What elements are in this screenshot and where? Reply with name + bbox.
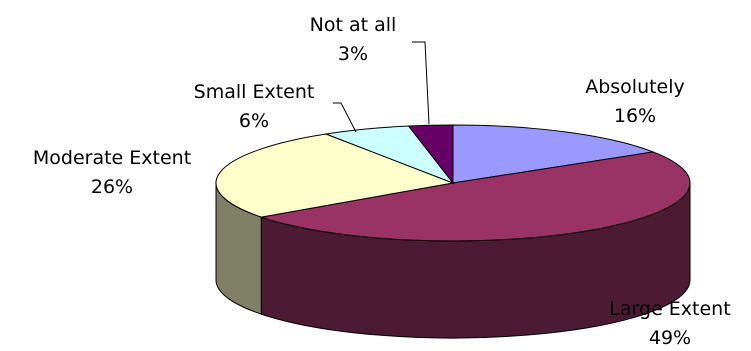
label-small-extent-value: 6%	[239, 110, 269, 132]
label-large-extent-name: Large Extent	[609, 298, 730, 320]
leader-line-small-extent	[333, 102, 357, 133]
pie-slice-absolutely	[452, 124, 656, 184]
label-small-extent-name: Small Extent	[194, 81, 315, 103]
label-moderate-extent-name: Moderate Extent	[33, 147, 191, 169]
pie-slice-large-extent	[261, 151, 691, 242]
label-absolutely-name: Absolutely	[585, 76, 685, 98]
pie-slice-not-at-all	[407, 124, 454, 185]
label-absolutely-value: 16%	[614, 105, 656, 127]
leader-lines	[333, 41, 430, 133]
label-large-extent-value: 49%	[649, 327, 691, 349]
label-not-at-all-value: 3%	[338, 43, 368, 65]
label-moderate-extent-value: 26%	[91, 176, 133, 198]
leader-line-not-at-all	[412, 41, 430, 125]
pie-slice-moderate-extent	[215, 133, 455, 218]
pie-tops	[215, 124, 691, 242]
label-not-at-all-name: Not at all	[310, 14, 397, 36]
